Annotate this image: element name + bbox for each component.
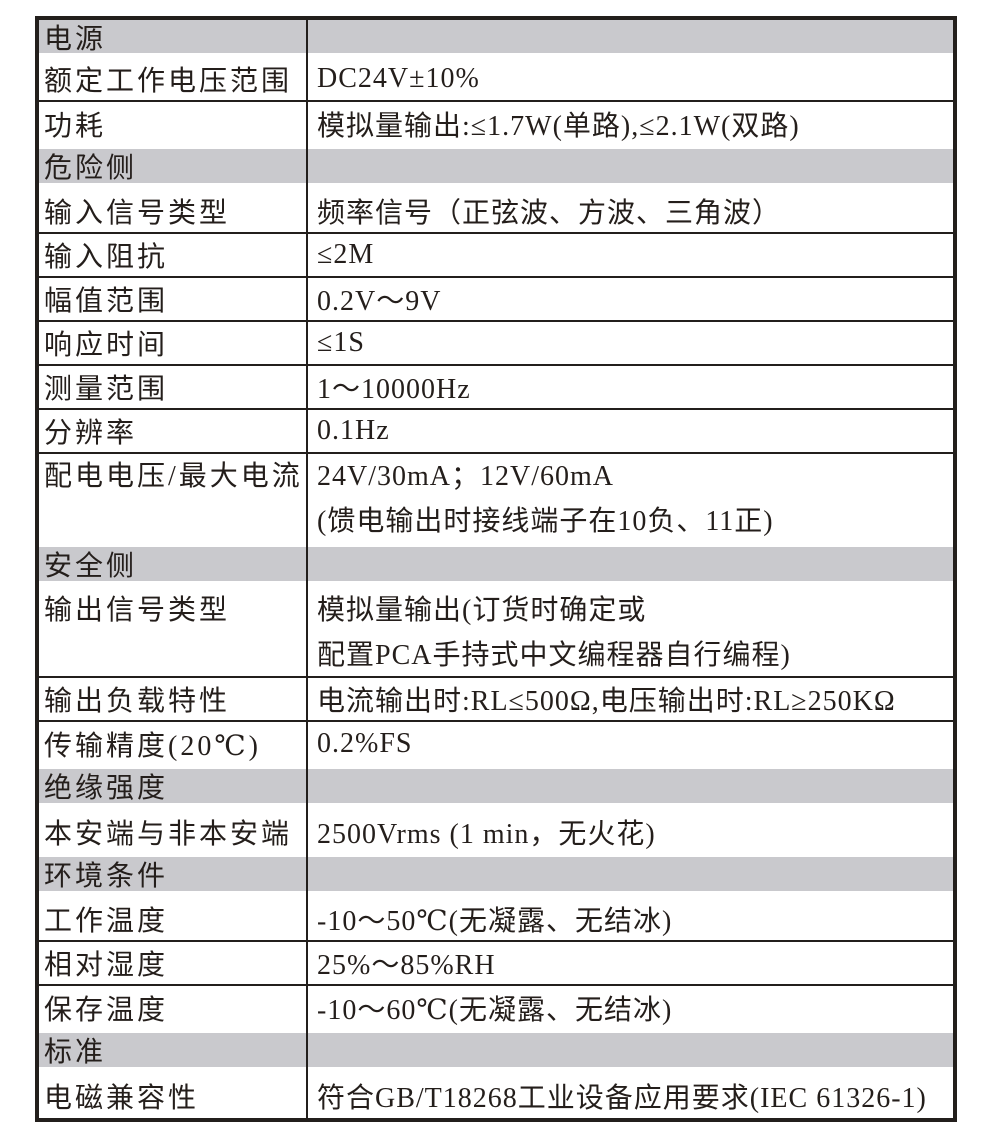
spec-row: 配电电压/最大电流 24V/30mA；12V/60mA (馈电输出时接线端子在10负… — [39, 454, 953, 544]
spec-value-line-1: 2500Vrms (1 min，无火花) — [317, 819, 656, 850]
spec-value: 25%～85%RH — [306, 943, 953, 983]
spec-label: 输入阻抗 — [44, 242, 169, 273]
section-row: 电源 — [39, 20, 953, 58]
spec-label: 分辨率 — [44, 418, 138, 449]
section-label: 环境条件 — [44, 861, 169, 892]
column-divider-line — [306, 20, 308, 1118]
section-label: 标准 — [44, 1037, 107, 1068]
spec-row: 保存温度 -10～60℃(无凝露、无结冰) — [39, 986, 953, 1030]
spec-label: 本安端与非本安端 — [44, 819, 293, 850]
spec-label: 输出负载特性 — [44, 686, 231, 717]
section-row: 绝缘强度 — [39, 769, 953, 810]
spec-table: 电源额定工作电压范围 DC24V±10% 功耗 模拟量输出:≤1.7W(单路),≤2.… — [35, 16, 957, 1122]
spec-value: 符合GB/T18268工业设备应用要求(IEC 61326-1) — [306, 1076, 953, 1116]
section-band: 标准 — [39, 1033, 953, 1068]
spec-value: 频率信号（正弦波、方波、三角波） — [306, 191, 953, 231]
spec-value-line-1: 0.2%FS — [317, 728, 413, 759]
spec-row: 输出信号类型 模拟量输出(订货时确定或配置PCA手持式中文编程器自行编程) — [39, 588, 953, 678]
spec-label: 传输精度(20℃) — [44, 731, 261, 762]
spec-label: 输出信号类型 — [44, 595, 231, 626]
spec-value: ≤1S — [306, 327, 953, 359]
spec-value: 2500Vrms (1 min，无火花) — [306, 812, 953, 852]
section-band: 电源 — [39, 20, 953, 55]
spec-value-line-1: 0.2V～9V — [317, 286, 442, 317]
spec-value: -10～50℃(无凝露、无结冰) — [306, 899, 953, 939]
section-row: 环境条件 — [39, 857, 953, 898]
spec-value-line-1: 1～10000Hz — [317, 374, 471, 405]
spec-value-line-1: 模拟量输出:≤1.7W(单路),≤2.1W(双路) — [317, 111, 800, 142]
spec-label: 电磁兼容性 — [44, 1083, 200, 1114]
section-row: 安全侧 — [39, 547, 953, 588]
spec-value: DC24V±10% — [306, 63, 953, 95]
spec-label: 保存温度 — [44, 995, 169, 1026]
spec-value-line-1: 频率信号（正弦波、方波、三角波） — [317, 198, 782, 229]
spec-value: 24V/30mA；12V/60mA (馈电输出时接线端子在10负、11正) — [306, 454, 953, 544]
spec-label: 相对湿度 — [44, 950, 169, 981]
spec-value-line-1: 24V/30mA；12V/60mA — [317, 461, 615, 492]
spec-row: 本安端与非本安端 2500Vrms (1 min，无火花) — [39, 810, 953, 854]
spec-label: 额定工作电压范围 — [44, 66, 293, 97]
section-row: 危险侧 — [39, 149, 953, 190]
spec-row: 额定工作电压范围 DC24V±10% — [39, 58, 953, 102]
spec-row: 输入阻抗 ≤2M — [39, 234, 953, 278]
spec-row: 响应时间 ≤1S — [39, 322, 953, 366]
spec-value-line-1: 符合GB/T18268工业设备应用要求(IEC 61326-1) — [317, 1083, 927, 1114]
spec-value-line-1: ≤2M — [317, 239, 375, 270]
spec-value-line-1: 电流输出时:RL≤500Ω,电压输出时:RL≥250KΩ — [317, 686, 896, 717]
spec-value-line-2: (馈电输出时接线端子在10负、11正) — [317, 506, 774, 537]
spec-value-line-1: 25%～85%RH — [317, 950, 496, 981]
spec-value: 1～10000Hz — [306, 367, 953, 407]
section-label: 电源 — [44, 23, 107, 55]
spec-value: 模拟量输出:≤1.7W(单路),≤2.1W(双路) — [306, 104, 953, 144]
spec-label: 响应时间 — [44, 330, 169, 361]
spec-row: 输出负载特性 电流输出时:RL≤500Ω,电压输出时:RL≥250KΩ — [39, 678, 953, 722]
spec-row: 电磁兼容性 符合GB/T18268工业设备应用要求(IEC 61326-1) — [39, 1074, 953, 1118]
section-band: 危险侧 — [39, 149, 953, 184]
spec-row: 幅值范围 0.2V～9V — [39, 278, 953, 322]
spec-row: 分辨率 0.1Hz — [39, 410, 953, 454]
section-row: 标准 — [39, 1033, 953, 1074]
section-label: 绝缘强度 — [44, 773, 169, 804]
spec-label: 幅值范围 — [44, 286, 169, 317]
spec-row: 功耗 模拟量输出:≤1.7W(单路),≤2.1W(双路) — [39, 102, 953, 146]
spec-row: 测量范围 1～10000Hz — [39, 366, 953, 410]
spec-value-line-1: 0.1Hz — [317, 415, 390, 446]
spec-value-line-1: -10～60℃(无凝露、无结冰) — [317, 995, 673, 1026]
section-band: 安全侧 — [39, 547, 953, 582]
spec-label: 工作温度 — [44, 906, 169, 937]
spec-value: 电流输出时:RL≤500Ω,电压输出时:RL≥250KΩ — [306, 679, 953, 719]
spec-value: ≤2M — [306, 239, 953, 271]
spec-value: -10～60℃(无凝露、无结冰) — [306, 988, 953, 1028]
section-label: 危险侧 — [44, 153, 138, 184]
spec-value-line-1: ≤1S — [317, 327, 365, 358]
spec-value: 0.2V～9V — [306, 279, 953, 319]
section-band: 环境条件 — [39, 857, 953, 892]
spec-row: 输入信号类型 频率信号（正弦波、方波、三角波） — [39, 190, 953, 234]
spec-value-line-1: 模拟量输出(订货时确定或 — [317, 595, 647, 626]
spec-row: 传输精度(20℃) 0.2%FS — [39, 722, 953, 766]
spec-label: 输入信号类型 — [44, 198, 231, 229]
section-label: 安全侧 — [44, 551, 138, 582]
spec-row: 工作温度 -10～50℃(无凝露、无结冰) — [39, 898, 953, 942]
spec-value: 0.1Hz — [306, 415, 953, 447]
spec-value-line-1: -10～50℃(无凝露、无结冰) — [317, 906, 673, 937]
spec-value-line-2: 配置PCA手持式中文编程器自行编程) — [317, 640, 791, 671]
spec-value: 0.2%FS — [306, 728, 953, 760]
section-band: 绝缘强度 — [39, 769, 953, 804]
spec-rows: 电源额定工作电压范围 DC24V±10% 功耗 模拟量输出:≤1.7W(单路),≤2.… — [39, 20, 953, 1118]
spec-row: 相对湿度 25%～85%RH — [39, 942, 953, 986]
spec-label: 功耗 — [44, 111, 107, 142]
spec-value: 模拟量输出(订货时确定或配置PCA手持式中文编程器自行编程) — [306, 588, 953, 676]
spec-label: 测量范围 — [44, 374, 169, 405]
spec-label: 配电电压/最大电流 — [44, 461, 303, 492]
spec-value-line-1: DC24V±10% — [317, 63, 480, 94]
